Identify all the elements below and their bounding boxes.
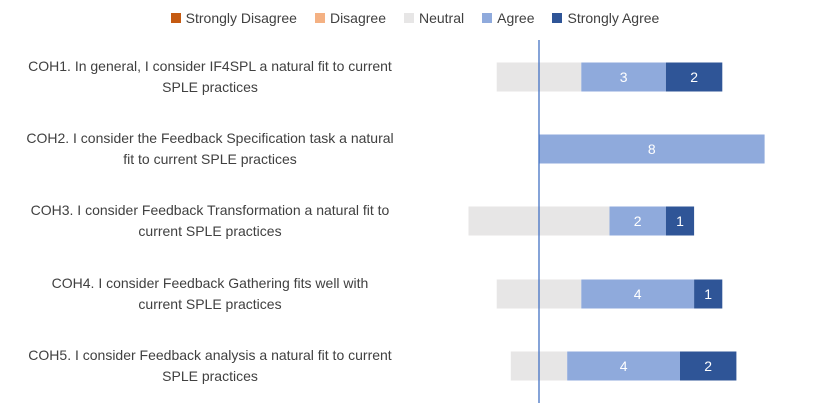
- legend-item-agree: Agree: [482, 10, 534, 26]
- legend-label: Disagree: [329, 10, 386, 26]
- legend-label: Strongly Disagree: [185, 10, 297, 26]
- legend-item-strongly-disagree: Strongly Disagree: [170, 10, 297, 26]
- legend: Strongly Disagree Disagree Neutral Agree Str…: [0, 8, 830, 28]
- bar-row: 8: [539, 134, 765, 164]
- category-label-line: current SPLE practices: [138, 223, 282, 239]
- category-label-line: COH3. I consider Feedback Transformation…: [30, 202, 390, 218]
- data-label: 4: [634, 286, 642, 302]
- legend-item-strongly-agree: Strongly Agree: [552, 10, 659, 26]
- category-label-line: COH4. I consider Feedback Gathering fits…: [51, 275, 369, 291]
- bar-segment-agree: [609, 206, 666, 236]
- legend-swatch: [170, 13, 181, 23]
- category-label-line: COH5. I consider Feedback analysis a nat…: [28, 347, 392, 363]
- legend-swatch: [482, 13, 493, 23]
- category-label: COH1. In general, I consider IF4SPL a na…: [0, 56, 420, 98]
- bar-segment-agree: [539, 134, 765, 164]
- category-label: COH2. I consider the Feedback Specificat…: [0, 128, 420, 170]
- legend-label: Agree: [497, 10, 535, 26]
- category-label-line: COH2. I consider the Feedback Specificat…: [26, 130, 394, 146]
- bar-segment-agree: [567, 351, 680, 381]
- bar-segment-strongly-agree: [665, 62, 723, 92]
- bar-segment-agree: [581, 62, 666, 92]
- data-label: 2: [634, 213, 642, 229]
- category-label-line: current SPLE practices: [138, 296, 282, 312]
- legend-swatch: [552, 13, 563, 23]
- legend-label: Strongly Agree: [567, 10, 660, 26]
- data-label: 2: [690, 69, 698, 85]
- data-label: 2: [704, 358, 712, 374]
- data-label: 1: [704, 286, 712, 302]
- category-label: COH5. I consider Feedback analysis a nat…: [0, 345, 420, 387]
- bar-segment-strongly-agree: [680, 351, 737, 381]
- category-label-line: fit to current SPLE practices: [123, 151, 297, 167]
- category-label: COH3. I consider Feedback Transformation…: [0, 200, 420, 242]
- category-label-line: SPLE practices: [162, 79, 258, 95]
- bar-segment-strongly-agree: [694, 279, 723, 309]
- category-label-line: COH1. In general, I consider IF4SPL a na…: [28, 58, 392, 74]
- data-label: 8: [648, 141, 656, 157]
- bar-segment-strongly-agree: [665, 206, 695, 236]
- data-label: 4: [620, 358, 628, 374]
- legend-label: Neutral: [418, 10, 465, 26]
- data-label: 3: [620, 69, 628, 85]
- legend-swatch: [314, 13, 325, 23]
- data-label: 1: [676, 213, 684, 229]
- category-label: COH4. I consider Feedback Gathering fits…: [0, 273, 420, 315]
- category-label-line: SPLE practices: [162, 368, 258, 384]
- bar-segment-agree: [581, 279, 695, 309]
- legend-swatch: [403, 13, 414, 23]
- legend-item-neutral: Neutral: [403, 10, 465, 26]
- legend-item-disagree: Disagree: [314, 10, 386, 26]
